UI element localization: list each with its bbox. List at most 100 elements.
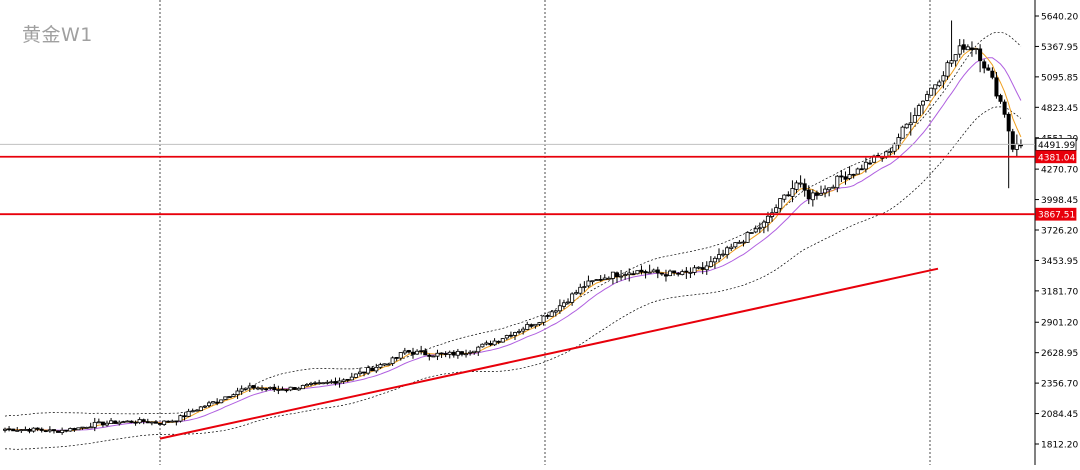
candle-body xyxy=(741,241,746,244)
candle-body xyxy=(912,115,917,123)
y-tick-label: 3181.70 xyxy=(1041,287,1078,297)
candle-body xyxy=(31,427,36,432)
candle-body xyxy=(778,198,783,209)
candle-body xyxy=(578,286,583,294)
candle-body xyxy=(835,175,840,189)
candle-body xyxy=(839,175,844,178)
candle-body xyxy=(235,390,240,395)
horizontal-levels[interactable] xyxy=(0,143,1035,216)
chart-title: 黄金W1 xyxy=(22,24,93,46)
candles xyxy=(3,20,1023,435)
candle-body xyxy=(476,346,481,353)
candle-body xyxy=(651,269,656,273)
candle-body xyxy=(125,420,130,423)
candle-body xyxy=(1002,101,1007,115)
candle-body xyxy=(374,366,379,372)
candle-body xyxy=(586,280,591,287)
candle-body xyxy=(921,100,926,106)
candle-body xyxy=(619,275,624,278)
candle-body xyxy=(704,265,709,271)
y-tick-label: 2901.20 xyxy=(1041,319,1078,329)
candle-body xyxy=(717,254,722,260)
candle-body xyxy=(472,350,477,353)
candle-body xyxy=(239,388,244,392)
candle-body xyxy=(133,421,138,424)
candle-body xyxy=(427,354,432,357)
candle-body xyxy=(888,151,893,153)
candle-body xyxy=(819,193,824,196)
candle-body xyxy=(863,161,868,170)
candle-body xyxy=(953,54,958,62)
candle-body xyxy=(451,351,456,356)
candle-body xyxy=(56,430,61,433)
candle-body xyxy=(468,351,473,354)
candle-body xyxy=(688,271,693,274)
candle-body xyxy=(390,357,395,364)
candle-body xyxy=(141,419,146,422)
candle-body xyxy=(627,272,632,276)
candle-body xyxy=(798,182,803,185)
candle-body xyxy=(268,387,273,389)
price-label: 3867.51 xyxy=(1038,211,1075,221)
price-label-box xyxy=(1035,137,1077,151)
candle-body xyxy=(145,421,150,424)
candle-body xyxy=(1010,131,1015,150)
candle-body xyxy=(464,353,469,356)
candle-body xyxy=(366,367,371,374)
candle-body xyxy=(566,301,571,304)
candle-body xyxy=(606,277,611,280)
candle-body xyxy=(162,420,167,425)
candle-body xyxy=(753,228,758,233)
candle-body xyxy=(206,402,211,407)
candle-body xyxy=(610,271,615,279)
candle-body xyxy=(333,381,338,384)
candle-body xyxy=(692,267,697,273)
gridlines xyxy=(159,0,1036,465)
candle-body xyxy=(561,302,566,307)
y-tick-label: 5095.85 xyxy=(1041,73,1078,83)
candle-body xyxy=(802,183,807,191)
candle-body xyxy=(806,189,811,200)
price-label-box xyxy=(1035,150,1077,164)
candle-body xyxy=(794,182,799,190)
candle-body xyxy=(27,429,32,432)
candle-body xyxy=(945,62,950,77)
candle-body xyxy=(623,274,628,276)
candle-body xyxy=(696,266,701,269)
candle-body xyxy=(663,274,668,277)
candle-body xyxy=(639,269,644,273)
candle-body xyxy=(72,428,77,431)
ma-slow-line xyxy=(4,57,1022,431)
candle-body xyxy=(439,352,444,355)
y-tick-label: 5367.95 xyxy=(1041,43,1078,53)
candle-body xyxy=(15,429,20,432)
candle-body xyxy=(655,269,660,274)
candle-body xyxy=(574,292,579,295)
candle-body xyxy=(117,421,122,425)
candle-body xyxy=(823,188,828,194)
candle-body xyxy=(949,60,954,64)
candle-body xyxy=(537,322,542,325)
candle-body xyxy=(378,364,383,368)
candle-body xyxy=(790,188,795,197)
candle-body xyxy=(272,386,277,391)
candle-body xyxy=(182,415,187,418)
candle-body xyxy=(761,221,766,228)
candle-body xyxy=(76,427,81,431)
candle-body xyxy=(264,388,269,391)
trend-line[interactable] xyxy=(159,267,939,440)
candle-body xyxy=(137,419,142,424)
candle-body xyxy=(557,305,562,312)
candle-body xyxy=(684,270,689,273)
candle-body xyxy=(280,388,285,391)
candle-body xyxy=(500,338,505,343)
candle-body xyxy=(3,428,8,431)
y-tick-label: 4270.70 xyxy=(1041,166,1078,176)
candle-body xyxy=(708,261,713,267)
candle-body xyxy=(847,174,852,179)
candle-body xyxy=(631,273,636,276)
candle-body xyxy=(513,332,518,336)
candle-body xyxy=(480,343,485,348)
